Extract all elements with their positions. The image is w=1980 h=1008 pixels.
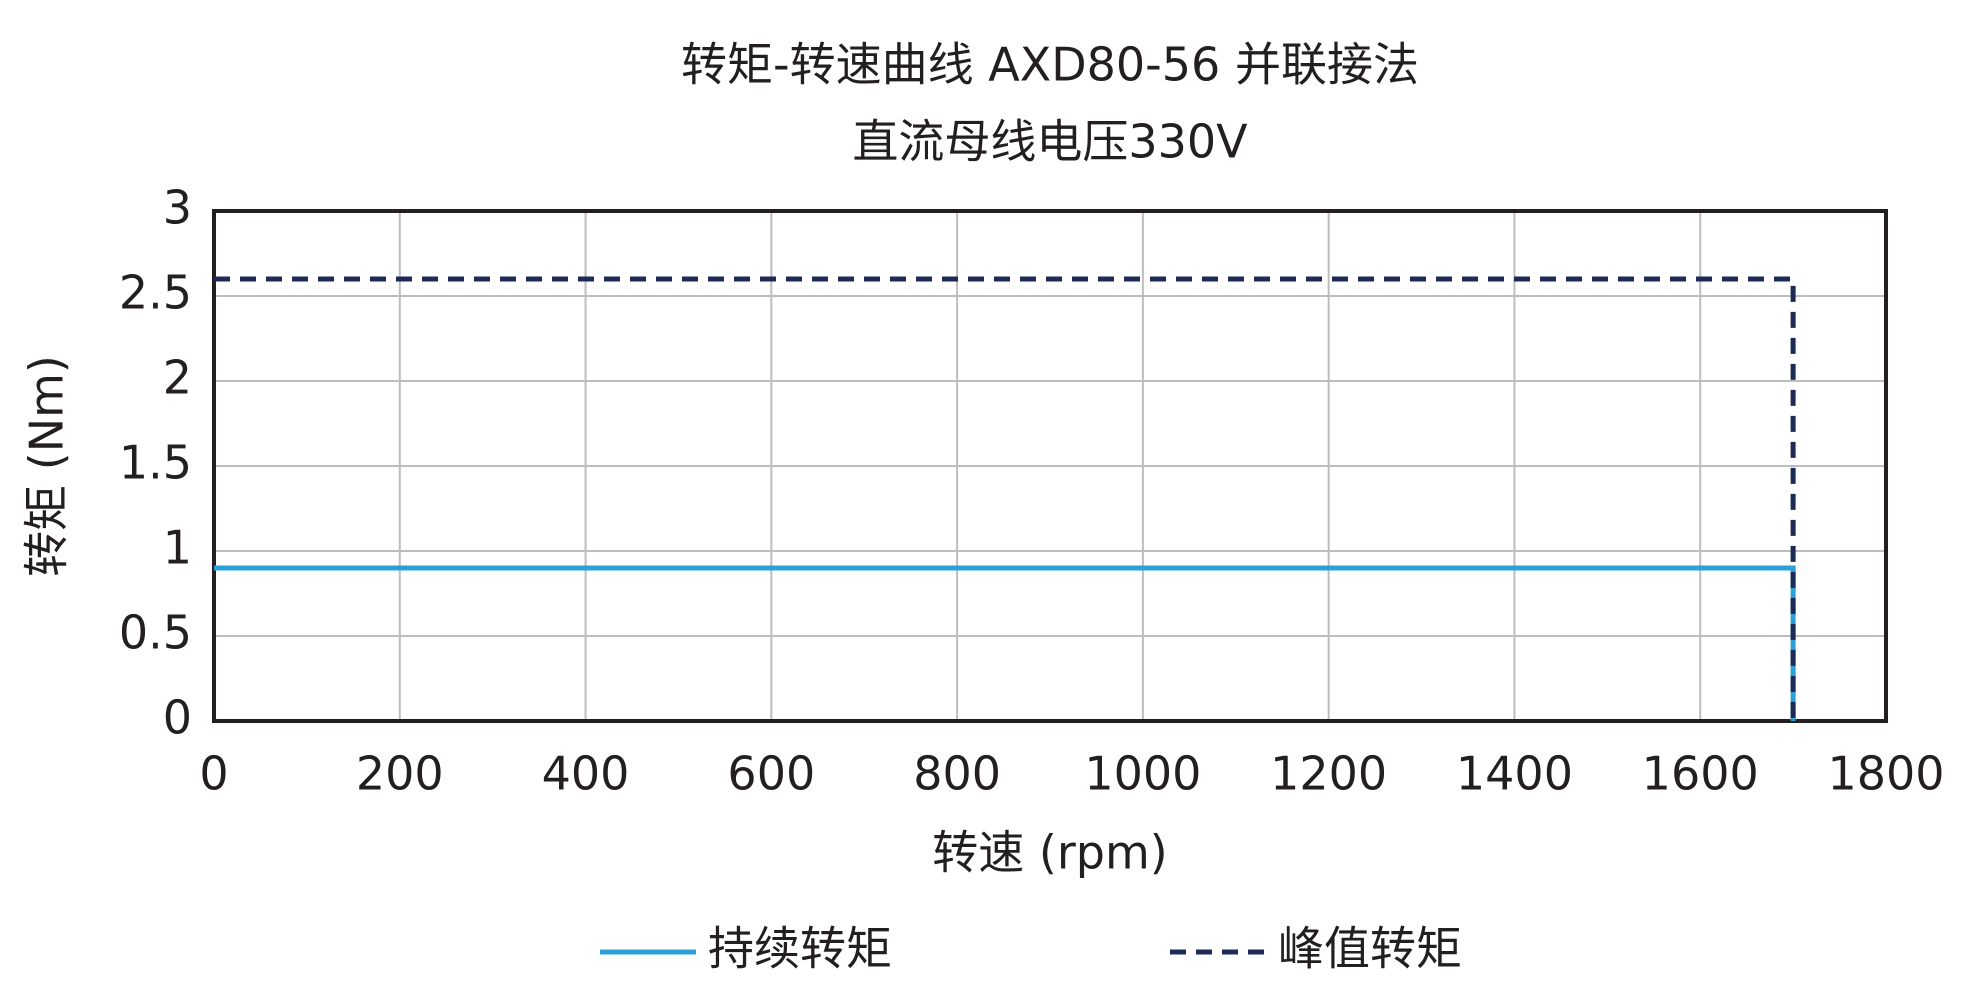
x-tick-label: 1200 [1270,747,1387,801]
y-tick-label: 1.5 [119,436,192,490]
y-tick-label: 3 [163,181,192,235]
chart-subtitle: 直流母线电压330V [852,115,1248,169]
series-line [214,276,1796,721]
x-tick-label: 1400 [1456,747,1573,801]
x-tick-label: 1000 [1084,747,1201,801]
x-axis-label: 转速 (rpm) [932,826,1167,880]
legend-label: 峰值转矩 [1278,922,1462,976]
x-tick-label: 600 [727,747,815,801]
y-axis-label: 转矩 (Nm) [20,355,74,577]
y-tick-label: 0.5 [119,606,192,660]
x-tick-label: 1600 [1642,747,1759,801]
x-tick-label: 200 [356,747,444,801]
y-tick-label: 1 [163,521,192,575]
x-tick-label: 1800 [1827,747,1944,801]
x-tick-label: 0 [199,747,228,801]
legend-label: 持续转矩 [708,922,892,976]
y-tick-label: 2 [163,351,192,405]
y-tick-label: 2.5 [119,266,192,320]
x-tick-label: 800 [913,747,1001,801]
chart-title: 转矩-转速曲线 AXD80-56 并联接法 [681,38,1419,92]
x-tick-label: 400 [542,747,630,801]
plot-frame [212,209,1888,723]
series-line [214,565,1796,721]
y-tick-label: 0 [163,691,192,745]
